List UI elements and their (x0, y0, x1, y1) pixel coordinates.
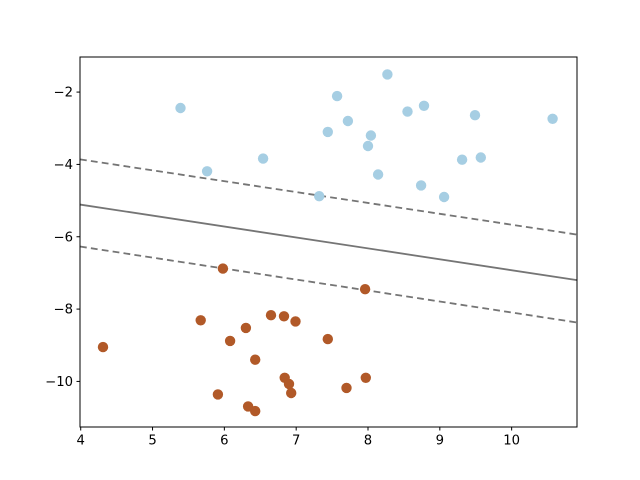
cluster-upper-lightblue-point (257, 153, 269, 164)
cluster-upper-lightblue-point (365, 130, 377, 141)
axes-frame (79, 56, 578, 428)
cluster-lower-brown-point (283, 378, 295, 390)
x-tick-label: 9 (436, 434, 444, 449)
cluster-upper-lightblue-point (175, 102, 186, 114)
cluster-upper-lightblue-point (201, 166, 213, 177)
x-tick-label: 8 (364, 434, 372, 449)
cluster-lower-brown-point (290, 316, 301, 327)
y-tick-label: −4 (54, 158, 73, 173)
cluster-lower-brown-point (278, 311, 290, 322)
y-tick-label: −10 (45, 375, 73, 390)
x-tick-label: 7 (292, 434, 300, 449)
cluster-upper-lightblue-point (331, 90, 343, 102)
y-tick-label: −6 (54, 230, 73, 245)
cluster-upper-lightblue-point (475, 152, 486, 163)
margin-upper-line (79, 158, 578, 236)
cluster-lower-brown-point (97, 341, 109, 353)
cluster-lower-brown-point (265, 310, 277, 321)
x-tick-label: 5 (148, 434, 156, 449)
cluster-upper-lightblue-point (469, 110, 481, 121)
margin-lower-line (79, 245, 578, 324)
cluster-upper-lightblue-point (342, 115, 354, 127)
cluster-upper-lightblue-point (322, 126, 333, 138)
cluster-lower-brown-point (212, 389, 224, 400)
cluster-upper-lightblue-point (314, 191, 325, 202)
x-tick-label: 4 (77, 434, 85, 449)
cluster-upper-lightblue-point (415, 180, 427, 191)
cluster-lower-brown-point (217, 263, 229, 274)
x-tick-label: 6 (220, 434, 228, 449)
cluster-upper-lightblue-point (418, 100, 430, 112)
decision-boundary-line (79, 203, 578, 282)
cluster-upper-lightblue-point (372, 169, 384, 180)
y-tick-label: −2 (54, 86, 73, 101)
cluster-lower-brown-point (250, 405, 261, 417)
cluster-lower-brown-point (240, 322, 252, 334)
cluster-upper-lightblue-point (382, 69, 393, 80)
cluster-lower-brown-point (195, 315, 206, 326)
cluster-lower-brown-point (250, 354, 261, 365)
y-tick-label: −8 (54, 303, 73, 318)
cluster-lower-brown-point (360, 372, 371, 383)
cluster-upper-lightblue-point (362, 140, 374, 152)
cluster-lower-brown-point (224, 335, 236, 347)
cluster-upper-lightblue-point (547, 113, 558, 125)
cluster-lower-brown-point (341, 382, 352, 394)
x-tick-label: 10 (503, 434, 520, 449)
cluster-lower-brown-point (286, 387, 297, 399)
cluster-upper-lightblue-point (402, 106, 413, 117)
cluster-lower-brown-point (359, 284, 371, 295)
cluster-upper-lightblue-point (456, 154, 468, 165)
cluster-upper-lightblue-point (438, 191, 450, 203)
cluster-lower-brown-point (322, 333, 333, 345)
